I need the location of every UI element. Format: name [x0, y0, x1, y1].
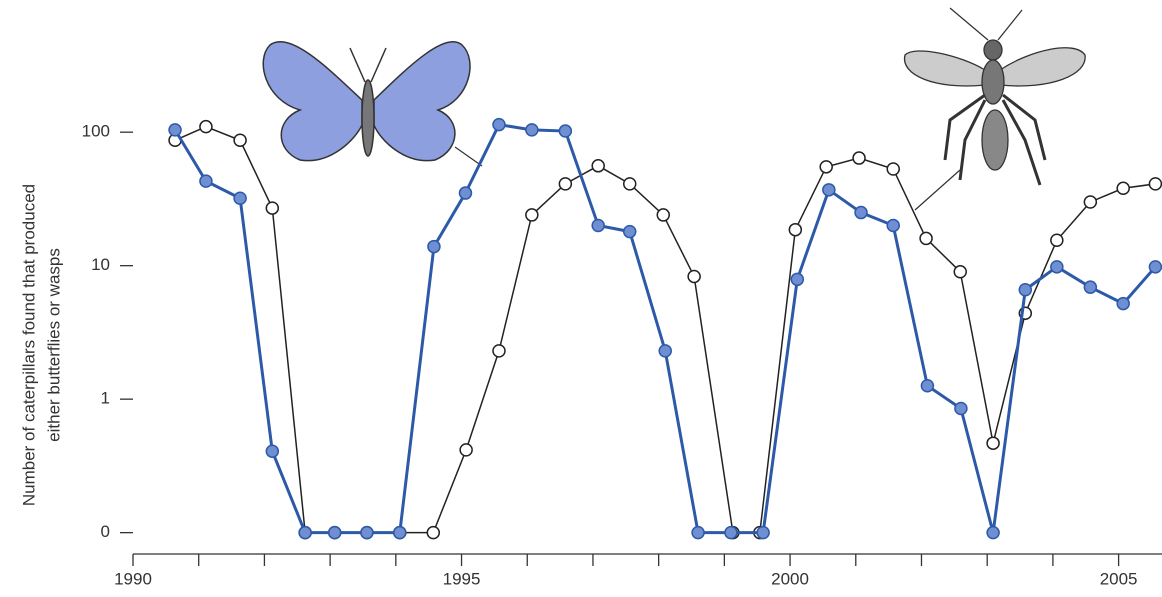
data-point: [1019, 284, 1031, 296]
series-line: [175, 127, 1155, 533]
data-point: [692, 527, 704, 539]
data-point: [1084, 196, 1096, 208]
y-tick-label: 10: [91, 255, 110, 274]
y-axis-label: Number of caterpillars found that produc…: [19, 184, 38, 506]
wasp-illustration: [905, 8, 1086, 210]
data-point: [791, 273, 803, 285]
data-point: [1117, 182, 1129, 194]
data-point: [526, 209, 538, 221]
y-tick-label: 1: [101, 389, 110, 408]
y-tick-label: 100: [82, 122, 110, 141]
data-point: [725, 527, 737, 539]
data-point: [559, 125, 571, 137]
data-point: [200, 175, 212, 187]
data-point: [266, 445, 278, 457]
data-point: [526, 124, 538, 136]
data-point: [659, 345, 671, 357]
data-point: [234, 134, 246, 146]
butterfly-illustration: [263, 42, 482, 166]
data-point: [820, 161, 832, 173]
data-point: [169, 124, 181, 136]
data-point: [657, 209, 669, 221]
data-point: [688, 270, 700, 282]
x-tick-label: 2005: [1100, 569, 1138, 588]
data-point: [493, 345, 505, 357]
data-point: [955, 402, 967, 414]
data-point: [920, 232, 932, 244]
data-point: [361, 527, 373, 539]
data-point: [427, 527, 439, 539]
data-point: [592, 160, 604, 172]
data-point: [1084, 281, 1096, 293]
x-tick-label: 1990: [114, 569, 152, 588]
data-point: [624, 178, 636, 190]
data-point: [855, 207, 867, 219]
data-point: [789, 224, 801, 236]
data-point: [460, 444, 472, 456]
data-point: [1117, 298, 1129, 310]
data-point: [1149, 261, 1161, 273]
x-tick-label: 2000: [771, 569, 809, 588]
chart: Number of caterpillars found that produc…: [0, 0, 1162, 597]
y-axis-label: either butterflies or wasps: [44, 248, 63, 442]
data-point: [921, 380, 933, 392]
series-line: [175, 125, 1155, 533]
data-point: [234, 192, 246, 204]
data-point: [1051, 234, 1063, 246]
data-point: [757, 527, 769, 539]
data-point: [394, 527, 406, 539]
data-point: [266, 202, 278, 214]
data-point: [853, 152, 865, 164]
data-point: [887, 219, 899, 231]
data-point: [823, 184, 835, 196]
data-point: [624, 226, 636, 238]
data-point: [299, 527, 311, 539]
data-point: [887, 163, 899, 175]
data-point: [459, 187, 471, 199]
y-tick-label: 0: [101, 522, 110, 541]
data-point: [559, 178, 571, 190]
data-point: [592, 219, 604, 231]
data-point: [1051, 261, 1063, 273]
x-tick-label: 1995: [443, 569, 481, 588]
data-point: [987, 437, 999, 449]
data-point: [987, 527, 999, 539]
data-point: [200, 121, 212, 133]
data-point: [329, 527, 341, 539]
data-point: [493, 119, 505, 131]
data-point: [1149, 178, 1161, 190]
data-point: [954, 266, 966, 278]
data-point: [428, 241, 440, 253]
